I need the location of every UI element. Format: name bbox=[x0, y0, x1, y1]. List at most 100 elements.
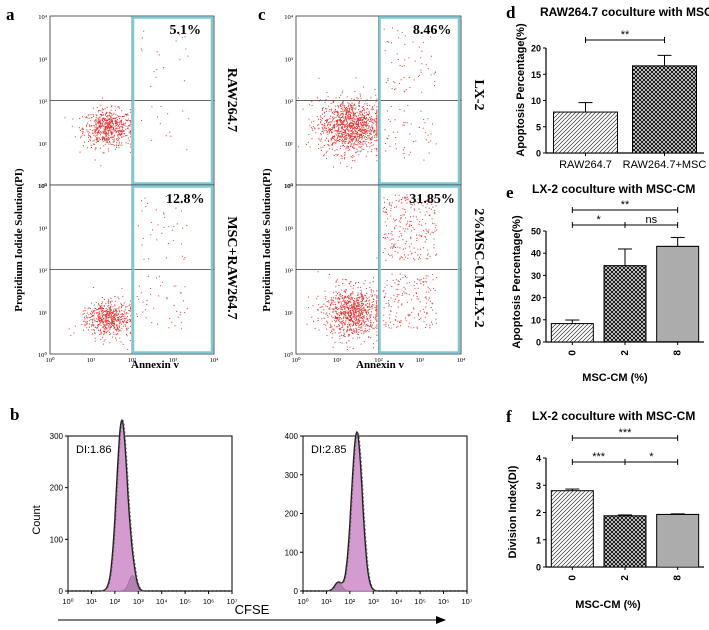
y-tick-label: 1 bbox=[536, 535, 541, 545]
x-tick-label: 10⁴ bbox=[457, 357, 467, 364]
panel-c-plot2-label: 2%MSC-CM+LX-2 bbox=[471, 208, 486, 327]
panel-letter-d: d bbox=[506, 3, 516, 22]
x-tick-label: 10⁶ bbox=[438, 597, 449, 606]
cell-events bbox=[64, 30, 190, 167]
y-tick-label: 0 bbox=[294, 587, 299, 596]
panel-c-flow-scatter: Propidium Iodide Solution(PI) Annexin v … bbox=[261, 14, 486, 371]
y-tick-label: 100 bbox=[285, 548, 299, 557]
y-tick-label: 10¹ bbox=[39, 141, 48, 148]
panel-b-xlabel: CFSE bbox=[235, 602, 270, 617]
y-tick-label: 10⁰ bbox=[284, 351, 294, 359]
panel-e-title: LX-2 coculture with MSC-CM bbox=[532, 182, 695, 196]
y-tick-label: 10⁰ bbox=[284, 182, 294, 190]
y-tick-label: 10² bbox=[285, 99, 294, 106]
category-label: 8 bbox=[673, 575, 684, 581]
y-tick-label: 10¹ bbox=[39, 310, 48, 317]
y-tick-label: 10¹ bbox=[285, 141, 294, 148]
y-tick-label: 200 bbox=[285, 510, 299, 519]
category-label: 2 bbox=[620, 575, 631, 581]
y-tick-label: 20 bbox=[531, 44, 541, 54]
y-tick-label: 10⁴ bbox=[284, 183, 294, 190]
y-tick-label: 10⁴ bbox=[284, 14, 294, 21]
y-tick-label: 10⁴ bbox=[38, 14, 48, 21]
y-tick-label: 100 bbox=[50, 535, 64, 544]
x-tick-label: 10⁵ bbox=[414, 597, 425, 606]
x-tick-label: 10⁰ bbox=[62, 597, 73, 606]
y-tick-label: 10¹ bbox=[285, 310, 294, 317]
significance-label: ** bbox=[621, 29, 630, 41]
category-label: 2 bbox=[620, 350, 631, 356]
y-tick-label: 0 bbox=[59, 587, 64, 596]
x-tick-label: 10⁷ bbox=[226, 597, 237, 606]
category-label: 8 bbox=[673, 350, 684, 356]
y-tick-label: 10⁰ bbox=[38, 182, 48, 190]
y-tick-label: 30 bbox=[531, 271, 541, 281]
x-tick-label: 10² bbox=[128, 357, 137, 364]
x-tick-label: 10¹ bbox=[86, 597, 97, 606]
x-tick-label: 10² bbox=[374, 357, 383, 364]
histogram-frame bbox=[302, 435, 468, 592]
panel-f-xlabel: MSC-CM (%) bbox=[575, 599, 641, 611]
x-tick-label: 10⁴ bbox=[210, 357, 220, 364]
bar bbox=[656, 513, 700, 568]
panel-letter-c: c bbox=[258, 5, 266, 24]
panel-b-ylabel: Count bbox=[31, 505, 43, 534]
panel-c-plot1-label: LX-2 bbox=[471, 79, 486, 110]
panel-c-xlabel: Annexin v bbox=[356, 359, 404, 371]
x-tick-label: 10⁰ bbox=[45, 356, 55, 364]
model-fit-line bbox=[69, 419, 233, 592]
panel-a-ylabel: Propidium Iodide Solution(PI) bbox=[13, 168, 25, 312]
category-label: RAW264.7+MSC bbox=[623, 159, 707, 171]
annexin-gate bbox=[131, 16, 214, 185]
model-fit-line bbox=[304, 431, 468, 592]
panel-letter-e: e bbox=[506, 183, 514, 202]
significance-label: * bbox=[597, 214, 602, 226]
category-label: 0 bbox=[567, 350, 578, 356]
significance-label: * bbox=[649, 451, 654, 463]
y-tick-label: 50 bbox=[531, 227, 541, 237]
x-tick-label: 10³ bbox=[416, 357, 425, 364]
gated-percent: 12.8% bbox=[166, 192, 205, 207]
y-tick-label: 15 bbox=[531, 70, 541, 80]
y-tick-label: 10³ bbox=[39, 56, 48, 63]
panel-d-ylabel: Apoptosis Percentage(%) bbox=[515, 23, 527, 157]
panel-d-bar-chart: RAW264.7 coculture with MSC Apoptosis Pe… bbox=[515, 5, 709, 171]
significance-label: ns bbox=[646, 214, 658, 226]
panel-letter-a: a bbox=[6, 5, 15, 24]
histogram-frame bbox=[67, 435, 233, 592]
gated-percent: 8.46% bbox=[413, 23, 452, 38]
x-tick-label: 10⁵ bbox=[179, 597, 190, 606]
y-tick-label: 10² bbox=[39, 99, 48, 106]
y-tick-label: 10³ bbox=[39, 225, 48, 232]
x-tick-label: 10⁷ bbox=[461, 597, 472, 606]
y-tick-label: 10² bbox=[285, 268, 294, 275]
bar bbox=[656, 245, 700, 343]
y-tick-label: 3 bbox=[536, 481, 541, 491]
y-tick-label: 400 bbox=[285, 432, 299, 441]
bar bbox=[553, 111, 618, 154]
y-tick-label: 20 bbox=[531, 293, 541, 303]
gated-percent: 31.85% bbox=[409, 192, 455, 207]
x-tick-label: 10⁶ bbox=[203, 597, 214, 606]
cell-events bbox=[68, 195, 190, 350]
y-tick-label: 10³ bbox=[285, 225, 294, 232]
x-tick-label: 10⁰ bbox=[291, 356, 301, 364]
bar bbox=[603, 515, 647, 568]
y-tick-label: 4 bbox=[536, 454, 541, 464]
y-tick-label: 0 bbox=[536, 338, 541, 348]
x-tick-label: 10³ bbox=[169, 357, 178, 364]
panel-c-ylabel: Propidium Iodide Solution(PI) bbox=[261, 168, 273, 312]
y-tick-label: 10⁰ bbox=[38, 351, 48, 359]
significance-label: ** bbox=[621, 199, 630, 211]
panel-f-bar-chart: LX-2 coculture with MSC-CM Division Inde… bbox=[507, 409, 704, 611]
y-tick-label: 0 bbox=[536, 149, 541, 159]
panel-b-cfse-histograms: Count CFSE 0 100 200 300 10⁰ 10¹ 10² 10³ 10⁴ 10⁵ 1… bbox=[31, 418, 473, 624]
y-tick-label: 10² bbox=[39, 268, 48, 275]
x-tick-label: 10⁴ bbox=[156, 597, 168, 606]
panel-a-flow-scatter: Propidium Iodide Solution(PI) Annexin v … bbox=[13, 14, 239, 371]
panel-a-plot2-label: MSC+RAW264.7 bbox=[224, 216, 239, 319]
y-tick-label: 2 bbox=[536, 508, 541, 518]
x-tick-label: 10⁰ bbox=[297, 597, 308, 606]
significance-label: *** bbox=[619, 427, 633, 439]
